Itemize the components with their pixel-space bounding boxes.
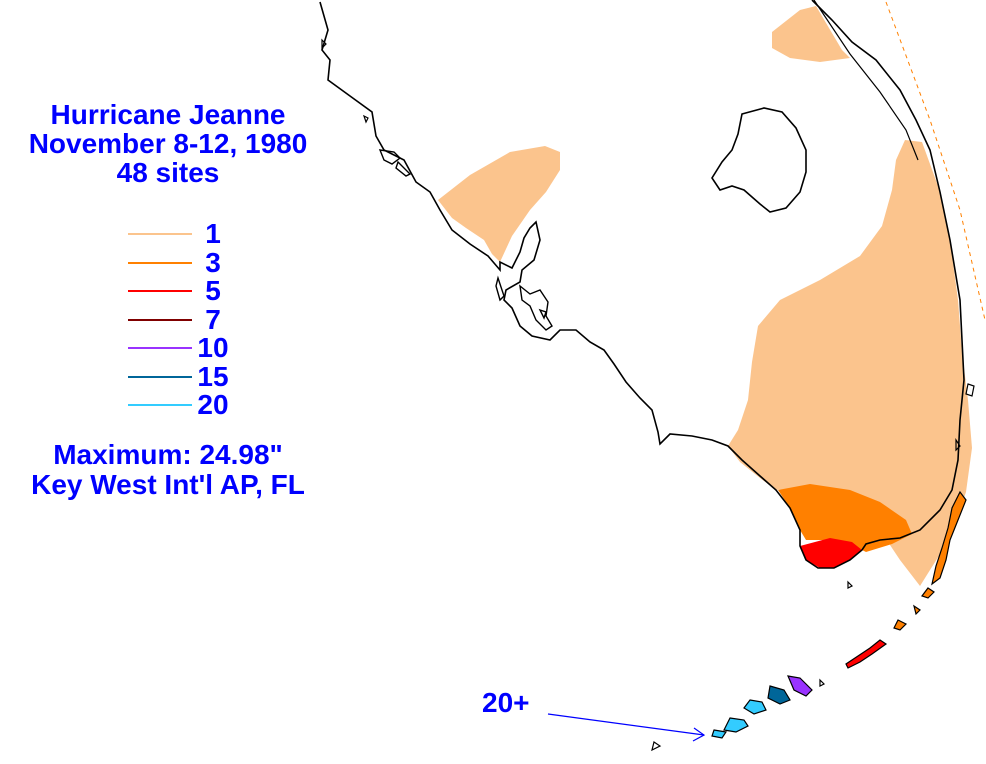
legend-item: 7 [124,303,264,337]
legend-swatch [128,347,192,349]
rainfall-area-1in-northeast [772,6,850,62]
legend-item: 5 [124,275,264,308]
legend-swatch [128,375,192,378]
legend-item: 15 [124,360,264,394]
florida-keys [651,490,967,752]
rainfall-legend: 1 3 5 7 10 15 20 [124,218,264,422]
florida-coastline [319,0,965,569]
legend-swatch [128,261,192,264]
legend-swatch [128,318,192,321]
coastal-barrier-line [813,0,919,161]
maximum-value: Maximum: 24.98" [53,439,283,470]
rainfall-area-3in [778,484,912,552]
legend-item: 20 [124,389,264,422]
legend-label: 5 [205,275,221,306]
rainfall-area-1in-east [728,140,972,586]
tampa-bay [378,149,412,177]
legend-swatch [128,290,192,292]
lake-okeechobee [711,107,807,213]
title-date-range: November 8-12, 1980 [28,128,308,159]
legend-item: 3 [124,246,264,280]
legend-label: 7 [205,303,221,335]
legend-swatch [128,404,192,406]
legend-label: 1 [205,218,221,249]
map-title: Hurricane Jeanne November 8-12, 1980 48 … [0,100,336,187]
pointer-arrow [547,713,706,742]
legend-label: 20 [197,389,229,420]
maximum-location: Key West Int'l AP, FL [31,469,305,500]
biscayne-islands [955,383,975,452]
title-storm-name: Hurricane Jeanne [50,99,286,130]
legend-label: 15 [197,360,229,392]
title-site-count: 48 sites [116,157,220,188]
legend-label: 10 [197,332,229,363]
maximum-summary: Maximum: 24.98" Key West Int'l AP, FL [0,440,336,500]
rainfall-area-1in-west [438,146,560,262]
pointer-label: 20+ [482,687,530,718]
legend-swatch [128,233,192,235]
rainfall-area-5in [800,538,862,568]
legend-item: 10 [124,332,264,365]
legend-label: 3 [205,246,221,278]
charlotte-harbor [495,275,553,331]
legend-item: 1 [124,218,264,251]
small-islands-northwest [321,38,369,124]
